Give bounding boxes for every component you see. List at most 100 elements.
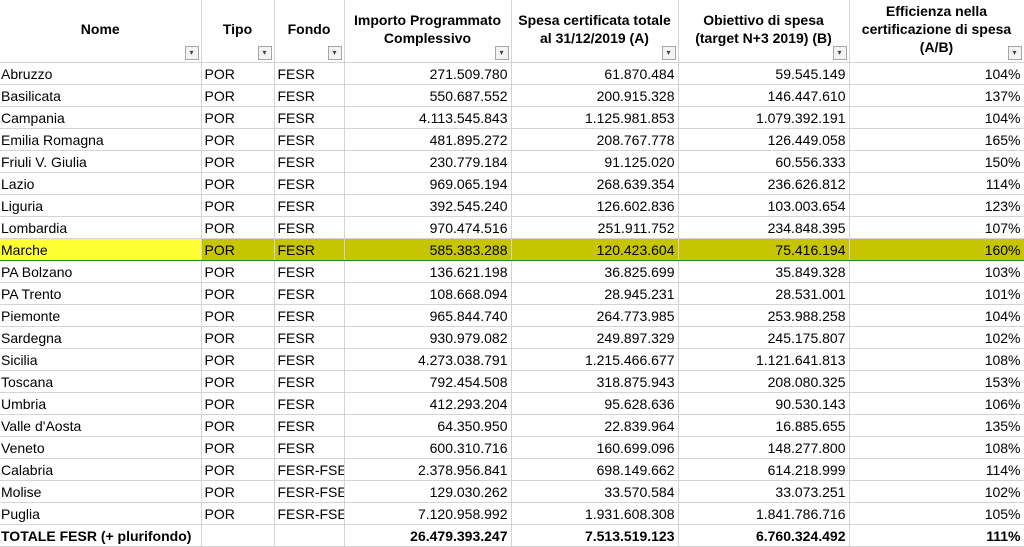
cell-tipo[interactable]: POR <box>201 238 275 261</box>
header-obiettivo[interactable]: Obiettivo di spesa (target N+3 2019) (B)… <box>678 0 850 63</box>
cell-importo[interactable]: 585.383.288 <box>344 238 512 261</box>
cell-nome[interactable]: Sardegna <box>0 326 202 349</box>
filter-dropdown-icon[interactable]: ▾ <box>494 46 509 60</box>
cell-importo[interactable]: 969.065.194 <box>344 172 512 195</box>
cell-importo[interactable]: 271.509.780 <box>344 62 512 85</box>
cell-efficienza[interactable]: 108% <box>849 348 1024 371</box>
cell-efficienza[interactable]: 103% <box>849 260 1024 283</box>
cell-fondo[interactable]: FESR-FSE <box>274 502 345 525</box>
cell-tipo[interactable]: POR <box>201 172 275 195</box>
filter-dropdown-icon[interactable]: ▾ <box>184 46 199 60</box>
cell-spesa[interactable]: 22.839.964 <box>511 414 679 437</box>
cell-spesa[interactable]: 200.915.328 <box>511 84 679 107</box>
cell-nome[interactable]: Abruzzo <box>0 62 202 85</box>
cell-spesa[interactable]: 1.931.608.308 <box>511 502 679 525</box>
cell-spesa[interactable]: 1.215.466.677 <box>511 348 679 371</box>
cell-efficienza[interactable]: 105% <box>849 502 1024 525</box>
cell-importo[interactable]: 230.779.184 <box>344 150 512 173</box>
header-tipo[interactable]: Tipo ▾ <box>201 0 275 63</box>
cell-spesa[interactable]: 120.423.604 <box>511 238 679 261</box>
cell-importo[interactable]: 136.621.198 <box>344 260 512 283</box>
cell-nome[interactable]: Veneto <box>0 436 202 459</box>
cell-obiettivo[interactable]: 16.885.655 <box>678 414 850 437</box>
cell-spesa[interactable]: 249.897.329 <box>511 326 679 349</box>
cell-efficienza[interactable]: 104% <box>849 304 1024 327</box>
cell-nome[interactable]: Puglia <box>0 502 202 525</box>
cell-fondo[interactable]: FESR <box>274 304 345 327</box>
header-spesa[interactable]: Spesa certificata totale al 31/12/2019 (… <box>511 0 679 63</box>
cell-fondo[interactable]: FESR <box>274 326 345 349</box>
cell-fondo[interactable]: FESR <box>274 194 345 217</box>
cell-obiettivo[interactable]: 103.003.654 <box>678 194 850 217</box>
cell-efficienza[interactable]: 102% <box>849 480 1024 503</box>
cell-fondo[interactable]: FESR <box>274 128 345 151</box>
cell-tipo[interactable]: POR <box>201 128 275 151</box>
filter-dropdown-icon[interactable]: ▾ <box>257 46 272 60</box>
cell-spesa[interactable]: 36.825.699 <box>511 260 679 283</box>
cell-spesa[interactable]: 91.125.020 <box>511 150 679 173</box>
cell-efficienza[interactable]: 153% <box>849 370 1024 393</box>
cell-fondo[interactable]: FESR <box>274 216 345 239</box>
cell-tipo[interactable]: POR <box>201 458 275 481</box>
header-importo[interactable]: Importo Programmato Complessivo ▾ <box>344 0 512 63</box>
filter-dropdown-icon[interactable]: ▾ <box>327 46 342 60</box>
cell-tipo[interactable]: POR <box>201 106 275 129</box>
cell-efficienza[interactable]: 106% <box>849 392 1024 415</box>
cell-nome[interactable]: PA Trento <box>0 282 202 305</box>
cell-importo[interactable]: 550.687.552 <box>344 84 512 107</box>
cell-importo[interactable]: 4.273.038.791 <box>344 348 512 371</box>
cell-importo[interactable]: 792.454.508 <box>344 370 512 393</box>
cell-obiettivo[interactable]: 146.447.610 <box>678 84 850 107</box>
cell-obiettivo[interactable]: 245.175.807 <box>678 326 850 349</box>
cell-efficienza[interactable]: 104% <box>849 62 1024 85</box>
cell-obiettivo[interactable]: 1.121.641.813 <box>678 348 850 371</box>
cell-spesa[interactable]: 318.875.943 <box>511 370 679 393</box>
cell-obiettivo[interactable]: 35.849.328 <box>678 260 850 283</box>
cell-efficienza[interactable]: 135% <box>849 414 1024 437</box>
cell-tipo[interactable]: POR <box>201 370 275 393</box>
cell-tipo[interactable]: POR <box>201 150 275 173</box>
cell-spesa[interactable]: 28.945.231 <box>511 282 679 305</box>
cell-spesa[interactable]: 160.699.096 <box>511 436 679 459</box>
cell-tipo[interactable]: POR <box>201 84 275 107</box>
cell-efficienza[interactable]: 104% <box>849 106 1024 129</box>
cell-fondo[interactable]: FESR <box>274 348 345 371</box>
cell-fondo[interactable]: FESR-FSE <box>274 480 345 503</box>
cell-nome[interactable]: PA Bolzano <box>0 260 202 283</box>
cell-fondo[interactable]: FESR <box>274 62 345 85</box>
cell-obiettivo[interactable]: 60.556.333 <box>678 150 850 173</box>
cell-tipo[interactable]: POR <box>201 260 275 283</box>
cell-tipo[interactable]: POR <box>201 62 275 85</box>
cell-nome[interactable]: Calabria <box>0 458 202 481</box>
cell-obiettivo[interactable]: 28.531.001 <box>678 282 850 305</box>
cell-spesa[interactable]: 208.767.778 <box>511 128 679 151</box>
cell-tipo[interactable]: POR <box>201 194 275 217</box>
cell-spesa[interactable]: 251.911.752 <box>511 216 679 239</box>
cell-nome[interactable]: Toscana <box>0 370 202 393</box>
cell-nome[interactable]: Umbria <box>0 392 202 415</box>
cell-tipo[interactable]: POR <box>201 282 275 305</box>
cell-obiettivo[interactable]: 90.530.143 <box>678 392 850 415</box>
cell-tipo[interactable]: POR <box>201 480 275 503</box>
cell-importo[interactable]: 4.113.545.843 <box>344 106 512 129</box>
cell-efficienza[interactable]: 160% <box>849 238 1024 261</box>
cell-efficienza[interactable]: 111% <box>849 524 1024 547</box>
cell-importo[interactable]: 2.378.956.841 <box>344 458 512 481</box>
cell-spesa[interactable]: 95.628.636 <box>511 392 679 415</box>
cell-fondo[interactable]: FESR <box>274 370 345 393</box>
cell-fondo[interactable]: FESR <box>274 172 345 195</box>
cell-spesa[interactable]: 33.570.584 <box>511 480 679 503</box>
cell-nome[interactable]: Friuli V. Giulia <box>0 150 202 173</box>
cell-tipo[interactable]: POR <box>201 502 275 525</box>
cell-spesa[interactable]: 1.125.981.853 <box>511 106 679 129</box>
filter-dropdown-icon[interactable]: ▾ <box>832 46 847 60</box>
cell-obiettivo[interactable]: 1.841.786.716 <box>678 502 850 525</box>
cell-efficienza[interactable]: 114% <box>849 172 1024 195</box>
cell-importo[interactable]: 412.293.204 <box>344 392 512 415</box>
cell-fondo[interactable]: FESR-FSE <box>274 458 345 481</box>
cell-fondo[interactable]: FESR <box>274 436 345 459</box>
cell-efficienza[interactable]: 114% <box>849 458 1024 481</box>
cell-tipo[interactable]: POR <box>201 348 275 371</box>
cell-tipo[interactable]: POR <box>201 304 275 327</box>
cell-importo[interactable]: 965.844.740 <box>344 304 512 327</box>
